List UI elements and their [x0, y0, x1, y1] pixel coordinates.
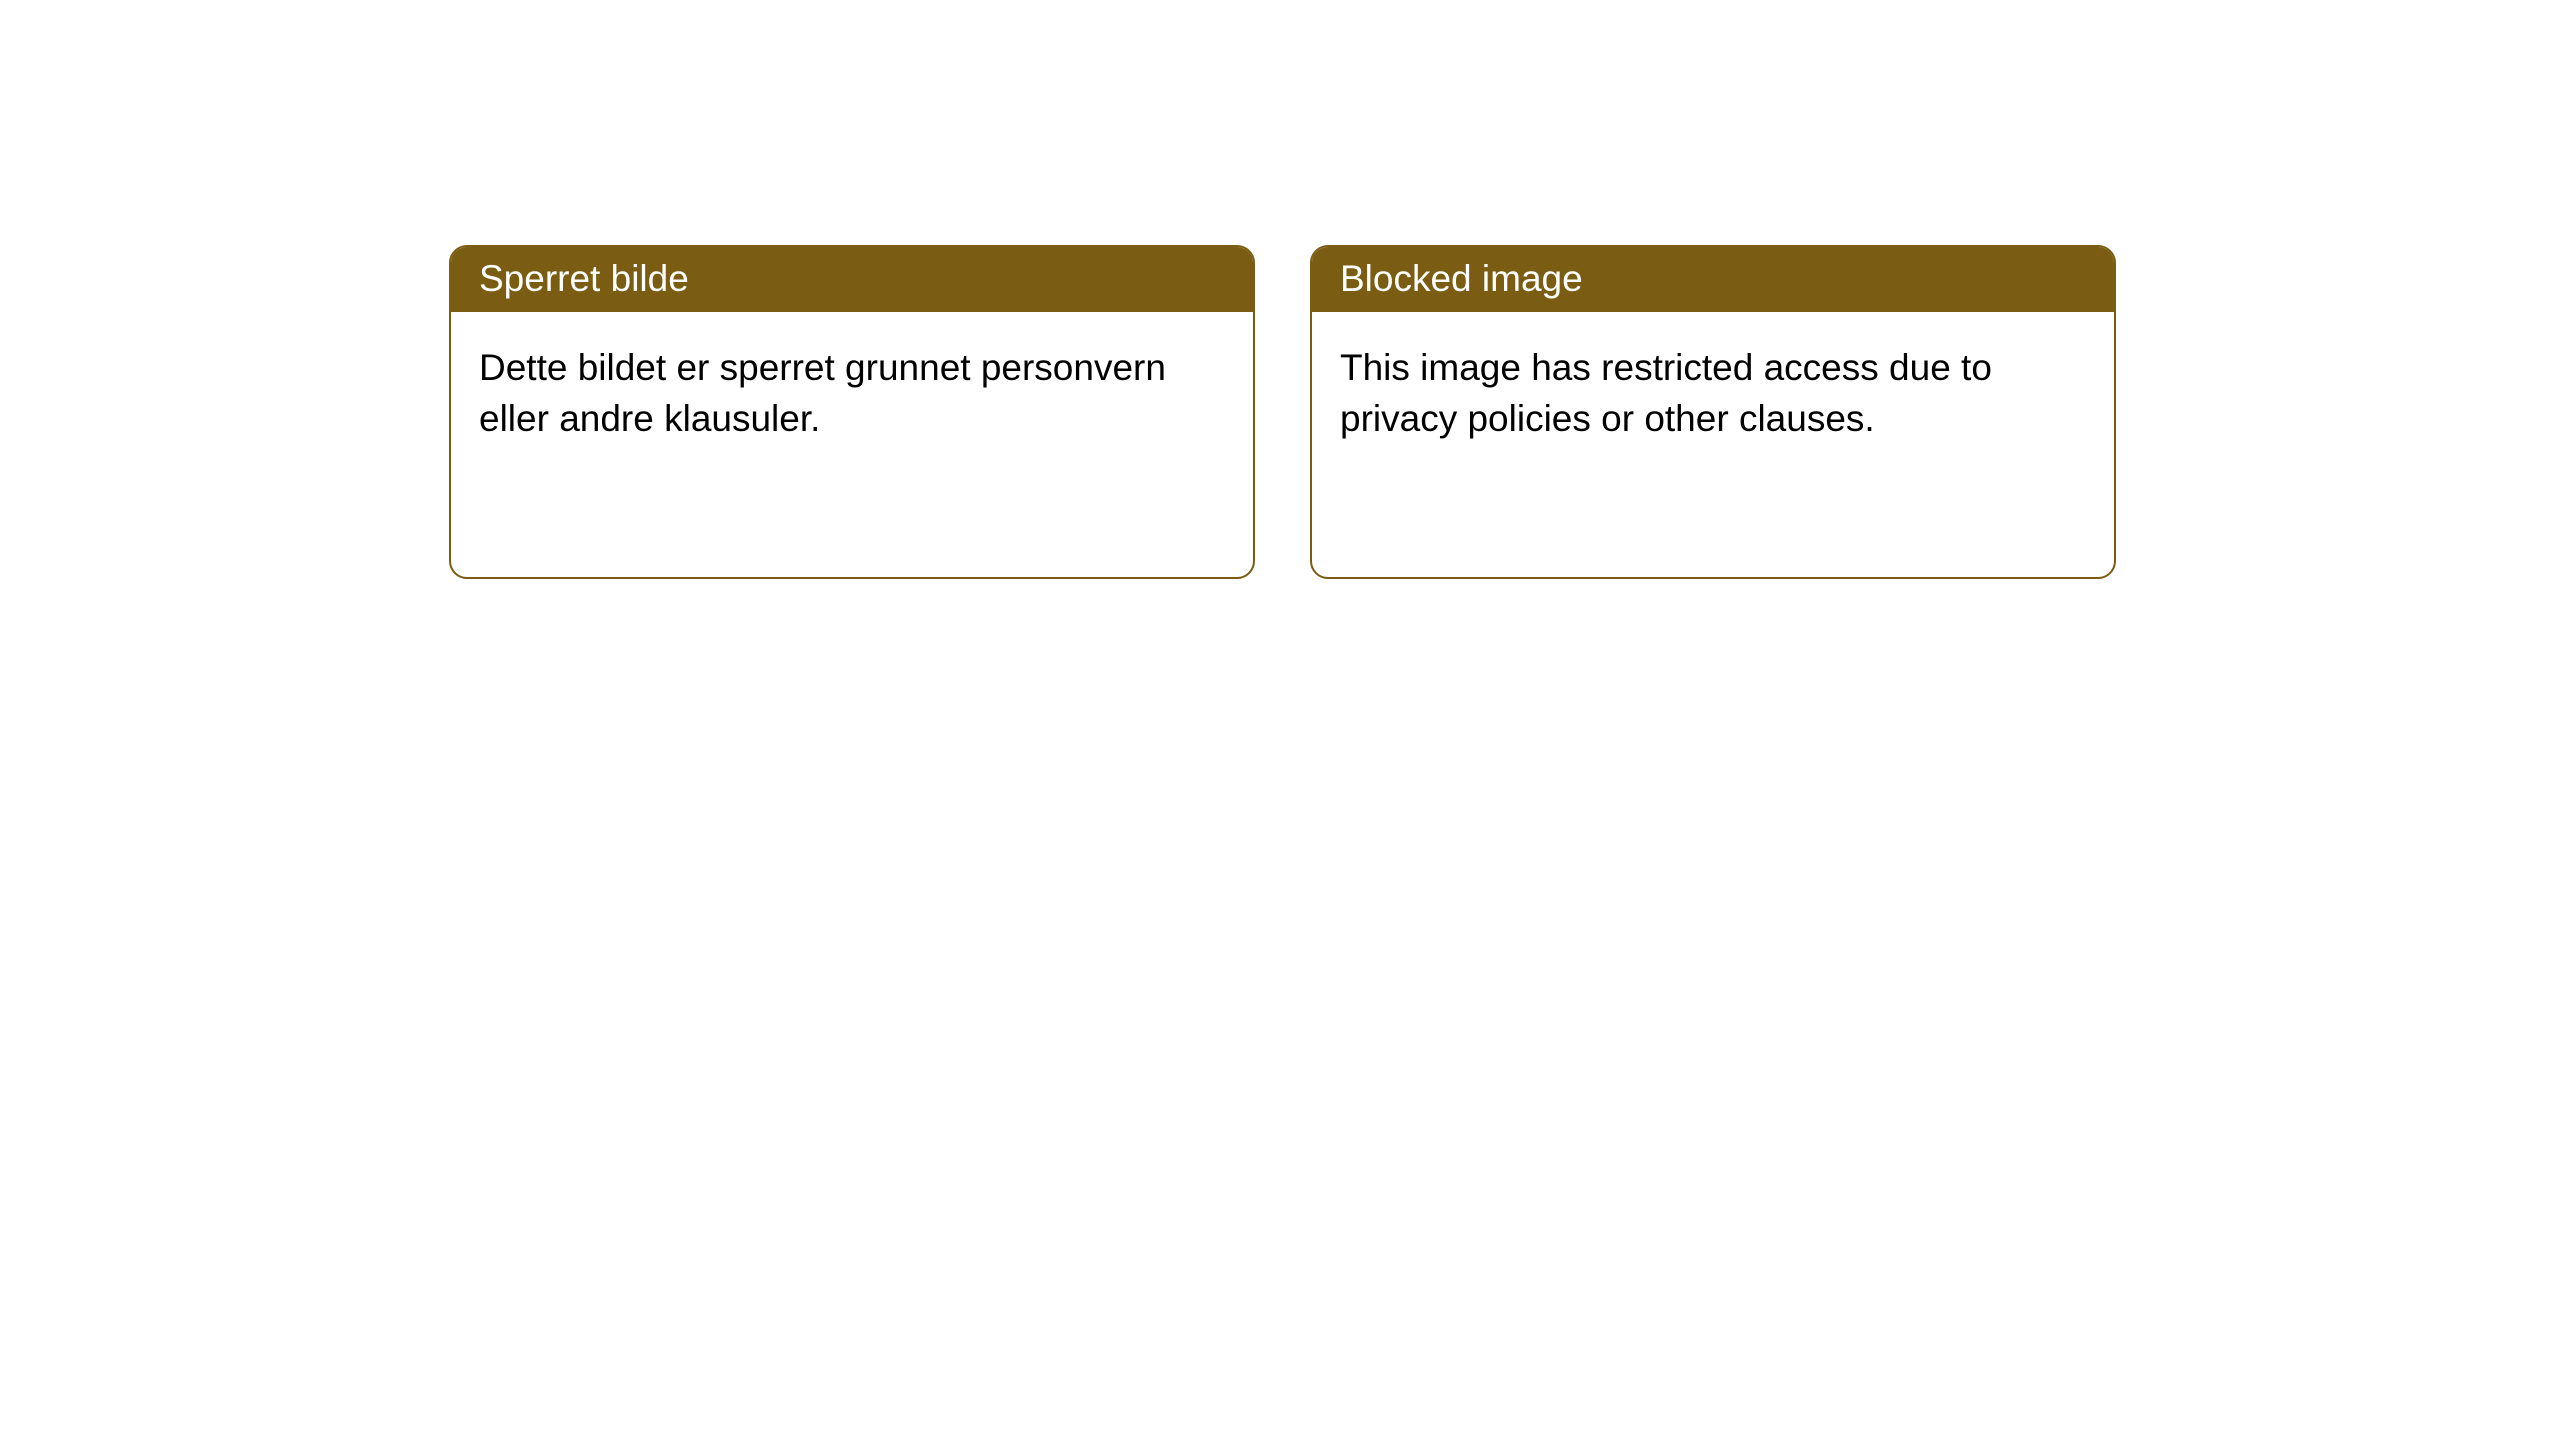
notice-card-norwegian: Sperret bilde Dette bildet er sperret gr… — [449, 245, 1255, 579]
card-title: Blocked image — [1312, 247, 2114, 312]
card-body: Dette bildet er sperret grunnet personve… — [451, 312, 1253, 474]
notice-card-english: Blocked image This image has restricted … — [1310, 245, 2116, 579]
card-body: This image has restricted access due to … — [1312, 312, 2114, 474]
card-title: Sperret bilde — [451, 247, 1253, 312]
not ice-cards-container: Sperret bilde Dette bildet er sperret gr… — [449, 245, 2560, 579]
